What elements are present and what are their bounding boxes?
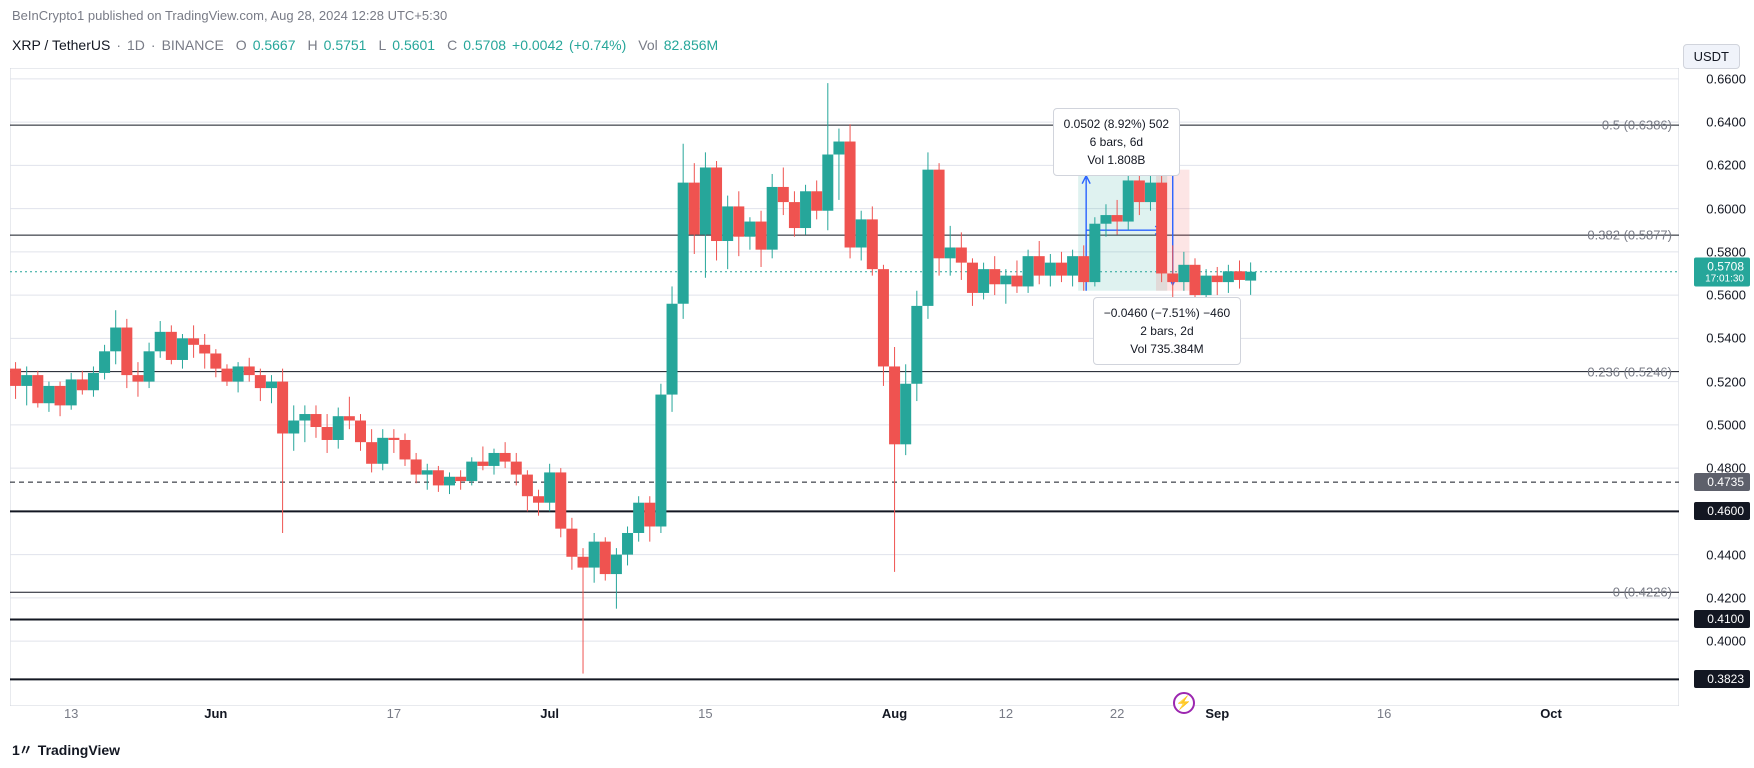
tradingview-logo[interactable]: 1〃TradingView (12, 740, 120, 760)
x-tick: 15 (698, 706, 712, 721)
x-tick: Oct (1540, 706, 1562, 721)
x-axis[interactable]: 13 Jun 17 Jul 15 Aug 12 22 Sep 16 Oct (10, 706, 1679, 728)
fib-label: 0 (0.4226) (1613, 585, 1672, 600)
ohlc-change-pct: (+0.74%) (569, 37, 626, 53)
price-badge: 0.4600 (1694, 502, 1750, 520)
x-tick: 13 (64, 706, 78, 721)
y-tick: 0.5000 (1706, 417, 1746, 432)
x-tick: 12 (999, 706, 1013, 721)
y-tick: 0.5400 (1706, 331, 1746, 346)
fib-label: 0.5 (0.6386) (1602, 118, 1672, 133)
chart-legend: XRP / TetherUS · 1D · BINANCE O0.5667 H0… (0, 31, 1754, 59)
x-tick: 22 (1110, 706, 1124, 721)
y-tick: 0.6200 (1706, 158, 1746, 173)
fib-label: 0.382 (0.5877) (1587, 228, 1672, 243)
x-tick: Jul (540, 706, 559, 721)
x-tick: 17 (387, 706, 401, 721)
price-badge: 0.3823 (1694, 670, 1750, 688)
exchange: BINANCE (162, 37, 224, 53)
y-tick: 0.4000 (1706, 634, 1746, 649)
x-tick: Sep (1205, 706, 1229, 721)
y-tick: 0.5600 (1706, 288, 1746, 303)
publisher-info: BeInCrypto1 published on TradingView.com… (0, 0, 1754, 31)
y-tick: 0.6000 (1706, 201, 1746, 216)
x-tick: Aug (882, 706, 907, 721)
y-tick: 0.4200 (1706, 590, 1746, 605)
price-chart[interactable] (10, 68, 1679, 706)
ohlc-low: 0.5601 (392, 37, 435, 53)
ohlc-change: +0.0042 (512, 37, 563, 53)
lightning-icon[interactable]: ⚡ (1173, 692, 1195, 714)
currency-badge[interactable]: USDT (1683, 44, 1740, 69)
ohlc-high: 0.5751 (324, 37, 367, 53)
ohlc-close: 0.5708 (463, 37, 506, 53)
price-badge: 0.570817:01:30 (1694, 257, 1750, 286)
measure-tooltip-up: 0.0502 (8.92%) 502 6 bars, 6d Vol 1.808B (1053, 108, 1180, 176)
y-tick: 0.6600 (1706, 71, 1746, 86)
symbol-name[interactable]: XRP / TetherUS (12, 37, 110, 53)
measure-tooltip-down: −0.0460 (−7.51%) −460 2 bars, 2d Vol 735… (1093, 297, 1241, 365)
volume-value: 82.856M (664, 37, 718, 53)
y-tick: 0.4400 (1706, 547, 1746, 562)
y-tick: 0.6400 (1706, 115, 1746, 130)
y-tick: 0.5200 (1706, 374, 1746, 389)
price-badge: 0.4100 (1694, 610, 1750, 628)
interval[interactable]: 1D (127, 37, 145, 53)
x-tick: Jun (204, 706, 227, 721)
ohlc-open: 0.5667 (253, 37, 296, 53)
x-tick: 16 (1377, 706, 1391, 721)
price-badge: 0.4735 (1694, 473, 1750, 491)
fib-label: 0.236 (0.5246) (1587, 364, 1672, 379)
y-axis[interactable]: 0.66000.64000.62000.60000.58000.56000.54… (1679, 68, 1754, 706)
